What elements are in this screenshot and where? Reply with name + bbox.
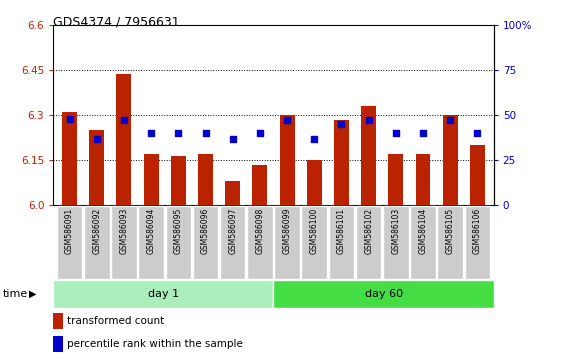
- Text: GSM586106: GSM586106: [473, 207, 482, 254]
- FancyBboxPatch shape: [193, 206, 218, 279]
- Point: [337, 121, 346, 127]
- Bar: [307, 160, 322, 205]
- Text: GSM586092: GSM586092: [93, 207, 102, 254]
- FancyBboxPatch shape: [57, 206, 82, 279]
- Point: [65, 116, 74, 121]
- Bar: [416, 154, 430, 205]
- Text: GSM586095: GSM586095: [174, 207, 183, 254]
- Text: GSM586100: GSM586100: [310, 207, 319, 254]
- FancyBboxPatch shape: [247, 206, 273, 279]
- FancyBboxPatch shape: [274, 280, 494, 308]
- Point: [392, 130, 401, 136]
- Text: GSM586097: GSM586097: [228, 207, 237, 254]
- Point: [364, 118, 373, 123]
- FancyBboxPatch shape: [410, 206, 436, 279]
- FancyBboxPatch shape: [465, 206, 490, 279]
- Point: [119, 118, 128, 123]
- Point: [93, 136, 102, 141]
- Text: transformed count: transformed count: [67, 316, 164, 326]
- Bar: [62, 112, 77, 205]
- Text: GSM586091: GSM586091: [65, 207, 74, 254]
- Text: GSM586093: GSM586093: [119, 207, 128, 254]
- Bar: [225, 181, 240, 205]
- Point: [228, 136, 237, 141]
- Text: ▶: ▶: [29, 289, 36, 299]
- Text: GDS4374 / 7956631: GDS4374 / 7956631: [53, 16, 180, 29]
- FancyBboxPatch shape: [139, 206, 164, 279]
- FancyBboxPatch shape: [53, 280, 274, 308]
- FancyBboxPatch shape: [274, 206, 300, 279]
- FancyBboxPatch shape: [356, 206, 381, 279]
- FancyBboxPatch shape: [329, 206, 354, 279]
- FancyBboxPatch shape: [301, 206, 327, 279]
- Bar: [334, 120, 349, 205]
- Point: [419, 130, 427, 136]
- Bar: [144, 154, 159, 205]
- Bar: [53, 313, 63, 329]
- Point: [473, 130, 482, 136]
- Point: [201, 130, 210, 136]
- Bar: [198, 154, 213, 205]
- Text: day 60: day 60: [365, 289, 403, 299]
- Text: time: time: [3, 289, 28, 299]
- Point: [310, 136, 319, 141]
- FancyBboxPatch shape: [111, 206, 137, 279]
- FancyBboxPatch shape: [383, 206, 408, 279]
- Point: [174, 130, 183, 136]
- Text: GSM586098: GSM586098: [255, 207, 264, 254]
- Text: GSM586104: GSM586104: [419, 207, 427, 254]
- FancyBboxPatch shape: [438, 206, 463, 279]
- Bar: [361, 106, 376, 205]
- Text: GSM586103: GSM586103: [392, 207, 401, 254]
- Bar: [443, 115, 458, 205]
- Text: day 1: day 1: [148, 289, 179, 299]
- Text: percentile rank within the sample: percentile rank within the sample: [67, 339, 243, 349]
- Bar: [171, 156, 186, 205]
- Text: GSM586105: GSM586105: [445, 207, 454, 254]
- Text: GSM586099: GSM586099: [283, 207, 292, 254]
- Text: GSM586102: GSM586102: [364, 207, 373, 254]
- Point: [146, 130, 155, 136]
- Text: GSM586101: GSM586101: [337, 207, 346, 254]
- Bar: [279, 115, 295, 205]
- FancyBboxPatch shape: [220, 206, 246, 279]
- Bar: [89, 130, 104, 205]
- Bar: [53, 336, 63, 352]
- FancyBboxPatch shape: [84, 206, 109, 279]
- Point: [445, 118, 454, 123]
- Point: [255, 130, 264, 136]
- Bar: [470, 145, 485, 205]
- Bar: [117, 74, 131, 205]
- Bar: [388, 154, 403, 205]
- Point: [283, 118, 292, 123]
- Text: GSM586096: GSM586096: [201, 207, 210, 254]
- Text: GSM586094: GSM586094: [146, 207, 155, 254]
- Bar: [252, 165, 268, 205]
- FancyBboxPatch shape: [165, 206, 191, 279]
